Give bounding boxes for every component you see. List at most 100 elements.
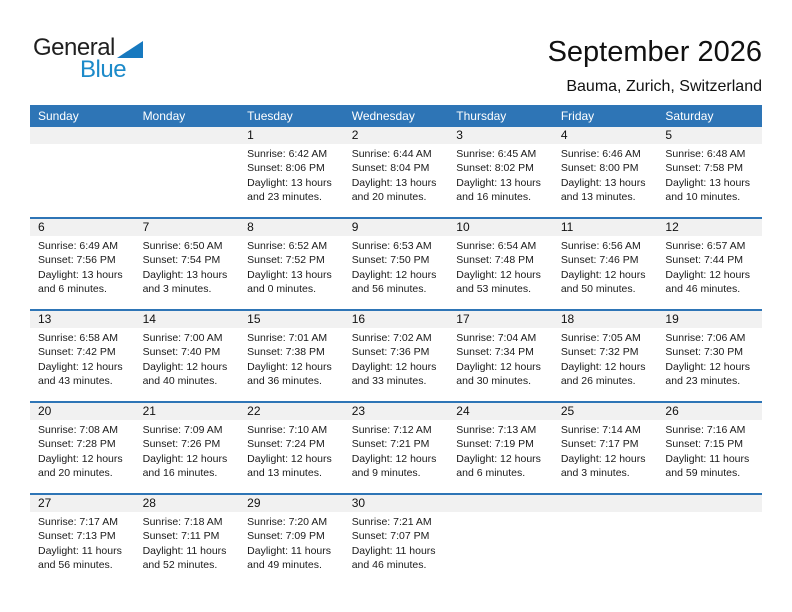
weekday-saturday: Saturday — [665, 109, 714, 123]
weekday-monday: Monday — [142, 109, 186, 123]
sunset-text: Sunset: 7:19 PM — [456, 438, 534, 451]
day-info: Sunrise: 7:17 AM Sunset: 7:13 PM Dayligh… — [30, 512, 135, 573]
calendar-day-cell: 20 Sunrise: 7:08 AM Sunset: 7:28 PM Dayl… — [30, 403, 135, 493]
sunset-text: Sunset: 8:04 PM — [351, 162, 430, 175]
daylight-text: Daylight: 13 hours and 10 minutes. — [665, 176, 751, 204]
sunrise-text: Sunrise: 7:16 AM — [665, 424, 746, 436]
day-info: Sunrise: 6:54 AM Sunset: 7:48 PM Dayligh… — [448, 236, 553, 297]
logo-triangle-icon — [116, 41, 143, 58]
sunrise-text: Sunrise: 7:21 AM — [351, 516, 432, 528]
calendar: Sunday Monday Tuesday Wednesday Thursday… — [30, 105, 762, 585]
calendar-day-cell: 25 Sunrise: 7:14 AM Sunset: 7:17 PM Dayl… — [552, 403, 658, 493]
day-number: 8 — [239, 219, 344, 236]
calendar-day-cell: 30 Sunrise: 7:21 AM Sunset: 7:07 PM Dayl… — [343, 495, 449, 585]
sunrise-text: Sunrise: 7:20 AM — [247, 516, 328, 528]
daylight-text: Daylight: 11 hours and 59 minutes. — [665, 452, 750, 480]
day-info: Sunrise: 7:00 AM Sunset: 7:40 PM Dayligh… — [135, 328, 240, 389]
sunrise-text: Sunrise: 7:08 AM — [38, 424, 118, 436]
sunrise-text: Sunrise: 6:50 AM — [142, 240, 223, 252]
sunset-text: Sunset: 7:54 PM — [142, 254, 221, 267]
weekday-friday: Friday — [560, 109, 595, 123]
calendar-body: 1 Sunrise: 6:42 AM Sunset: 8:06 PM Dayli… — [30, 127, 762, 585]
calendar-day-cell: 7 Sunrise: 6:50 AM Sunset: 7:54 PM Dayli… — [134, 219, 240, 309]
day-number: 20 — [30, 403, 135, 420]
daylight-text: Daylight: 11 hours and 56 minutes. — [38, 544, 122, 572]
day-info: Sunrise: 7:13 AM Sunset: 7:19 PM Dayligh… — [448, 420, 553, 481]
weekday-header-row: Sunday Monday Tuesday Wednesday Thursday… — [30, 105, 762, 127]
day-number: 28 — [134, 495, 240, 512]
day-info — [30, 144, 135, 147]
calendar-day-cell: 27 Sunrise: 7:17 AM Sunset: 7:13 PM Dayl… — [30, 495, 135, 585]
daylight-text: Daylight: 12 hours and 3 minutes. — [560, 452, 646, 480]
sunrise-text: Sunrise: 6:48 AM — [665, 148, 746, 160]
calendar-day-cell: 3 Sunrise: 6:45 AM Sunset: 8:02 PM Dayli… — [448, 127, 553, 217]
day-number: 30 — [343, 495, 449, 512]
sunset-text: Sunset: 7:15 PM — [665, 438, 744, 451]
calendar-day-cell: 8 Sunrise: 6:52 AM Sunset: 7:52 PM Dayli… — [239, 219, 344, 309]
day-info: Sunrise: 6:58 AM Sunset: 7:42 PM Dayligh… — [30, 328, 135, 389]
day-info — [135, 144, 240, 147]
page-title: September 2026 — [547, 36, 762, 68]
sunrise-text: Sunrise: 6:44 AM — [351, 148, 432, 160]
day-number: 2 — [343, 127, 449, 144]
sunrise-text: Sunrise: 7:00 AM — [142, 332, 223, 344]
calendar-week-row: 20 Sunrise: 7:08 AM Sunset: 7:28 PM Dayl… — [30, 401, 762, 493]
daylight-text: Daylight: 12 hours and 53 minutes. — [456, 268, 541, 296]
sunset-text: Sunset: 7:50 PM — [351, 254, 430, 267]
sunset-text: Sunset: 8:00 PM — [560, 162, 639, 175]
day-number: 14 — [134, 311, 240, 328]
weekday-thursday: Thursday — [456, 109, 507, 123]
calendar-day-cell: 10 Sunrise: 6:54 AM Sunset: 7:48 PM Dayl… — [448, 219, 553, 309]
sunrise-text: Sunrise: 6:42 AM — [247, 148, 328, 160]
calendar-week-row: 6 Sunrise: 6:49 AM Sunset: 7:56 PM Dayli… — [30, 217, 762, 309]
day-number — [448, 495, 553, 512]
sunset-text: Sunset: 7:13 PM — [38, 530, 116, 543]
logo-text-general: General — [33, 34, 115, 61]
daylight-text: Daylight: 12 hours and 56 minutes. — [351, 268, 437, 296]
calendar-day-cell: 1 Sunrise: 6:42 AM Sunset: 8:06 PM Dayli… — [239, 127, 344, 217]
sunset-text: Sunset: 7:58 PM — [665, 162, 744, 175]
day-number: 5 — [657, 127, 762, 144]
weekday-tuesday: Tuesday — [247, 109, 293, 123]
day-number: 17 — [448, 311, 553, 328]
daylight-text: Daylight: 12 hours and 20 minutes. — [38, 452, 123, 480]
daylight-text: Daylight: 12 hours and 13 minutes. — [247, 452, 332, 480]
sunrise-text: Sunrise: 6:53 AM — [351, 240, 432, 252]
weekday-sunday: Sunday — [38, 109, 79, 123]
day-number: 18 — [552, 311, 658, 328]
sunrise-text: Sunrise: 6:57 AM — [665, 240, 746, 252]
calendar-day-cell: 14 Sunrise: 7:00 AM Sunset: 7:40 PM Dayl… — [134, 311, 240, 401]
calendar-day-cell: 19 Sunrise: 7:06 AM Sunset: 7:30 PM Dayl… — [657, 311, 762, 401]
calendar-day-cell: 13 Sunrise: 6:58 AM Sunset: 7:42 PM Dayl… — [30, 311, 135, 401]
sunrise-text: Sunrise: 6:46 AM — [560, 148, 641, 160]
calendar-day-cell: 12 Sunrise: 6:57 AM Sunset: 7:44 PM Dayl… — [657, 219, 762, 309]
sunrise-text: Sunrise: 7:02 AM — [351, 332, 432, 344]
sunset-text: Sunset: 7:44 PM — [665, 254, 744, 267]
sunset-text: Sunset: 7:21 PM — [351, 438, 430, 451]
sunrise-text: Sunrise: 7:14 AM — [560, 424, 641, 436]
calendar-day-cell: 4 Sunrise: 6:46 AM Sunset: 8:00 PM Dayli… — [552, 127, 658, 217]
sunset-text: Sunset: 7:48 PM — [456, 254, 534, 267]
daylight-text: Daylight: 12 hours and 6 minutes. — [456, 452, 541, 480]
daylight-text: Daylight: 13 hours and 20 minutes. — [351, 176, 437, 204]
calendar-day-cell: 16 Sunrise: 7:02 AM Sunset: 7:36 PM Dayl… — [343, 311, 449, 401]
day-number: 27 — [30, 495, 135, 512]
sunset-text: Sunset: 7:34 PM — [456, 346, 534, 359]
calendar-empty-cell — [134, 127, 240, 217]
sunset-text: Sunset: 7:32 PM — [560, 346, 639, 359]
day-number — [30, 127, 135, 144]
daylight-text: Daylight: 12 hours and 23 minutes. — [665, 360, 751, 388]
day-number: 10 — [448, 219, 553, 236]
sunrise-text: Sunrise: 7:09 AM — [142, 424, 223, 436]
day-number: 7 — [134, 219, 240, 236]
daylight-text: Daylight: 11 hours and 52 minutes. — [142, 544, 227, 572]
sunrise-text: Sunrise: 7:05 AM — [560, 332, 641, 344]
daylight-text: Daylight: 12 hours and 33 minutes. — [351, 360, 437, 388]
sunset-text: Sunset: 7:30 PM — [665, 346, 744, 359]
day-info: Sunrise: 7:01 AM Sunset: 7:38 PM Dayligh… — [239, 328, 344, 389]
sunrise-text: Sunrise: 6:58 AM — [38, 332, 118, 344]
sunset-text: Sunset: 7:40 PM — [142, 346, 221, 359]
calendar-day-cell: 23 Sunrise: 7:12 AM Sunset: 7:21 PM Dayl… — [343, 403, 449, 493]
daylight-text: Daylight: 12 hours and 9 minutes. — [351, 452, 437, 480]
sunrise-text: Sunrise: 7:12 AM — [351, 424, 432, 436]
